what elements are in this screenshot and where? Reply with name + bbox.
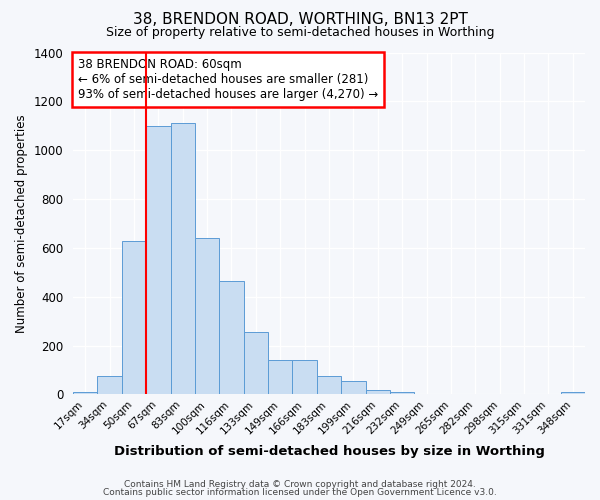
- Bar: [73, 392, 97, 394]
- Bar: [220, 281, 244, 394]
- Bar: [97, 376, 122, 394]
- Bar: [292, 360, 317, 394]
- Text: 38, BRENDON ROAD, WORTHING, BN13 2PT: 38, BRENDON ROAD, WORTHING, BN13 2PT: [133, 12, 467, 28]
- Bar: [365, 390, 390, 394]
- Bar: [244, 332, 268, 394]
- Bar: [122, 240, 146, 394]
- Bar: [341, 381, 365, 394]
- Text: Contains HM Land Registry data © Crown copyright and database right 2024.: Contains HM Land Registry data © Crown c…: [124, 480, 476, 489]
- Bar: [195, 238, 220, 394]
- Bar: [170, 124, 195, 394]
- Bar: [317, 376, 341, 394]
- Y-axis label: Number of semi-detached properties: Number of semi-detached properties: [15, 114, 28, 333]
- Bar: [268, 360, 292, 394]
- Text: 38 BRENDON ROAD: 60sqm
← 6% of semi-detached houses are smaller (281)
93% of sem: 38 BRENDON ROAD: 60sqm ← 6% of semi-deta…: [78, 58, 379, 100]
- Bar: [146, 126, 170, 394]
- X-axis label: Distribution of semi-detached houses by size in Worthing: Distribution of semi-detached houses by …: [113, 444, 544, 458]
- Text: Contains public sector information licensed under the Open Government Licence v3: Contains public sector information licen…: [103, 488, 497, 497]
- Bar: [390, 392, 415, 394]
- Text: Size of property relative to semi-detached houses in Worthing: Size of property relative to semi-detach…: [106, 26, 494, 39]
- Bar: [560, 392, 585, 394]
